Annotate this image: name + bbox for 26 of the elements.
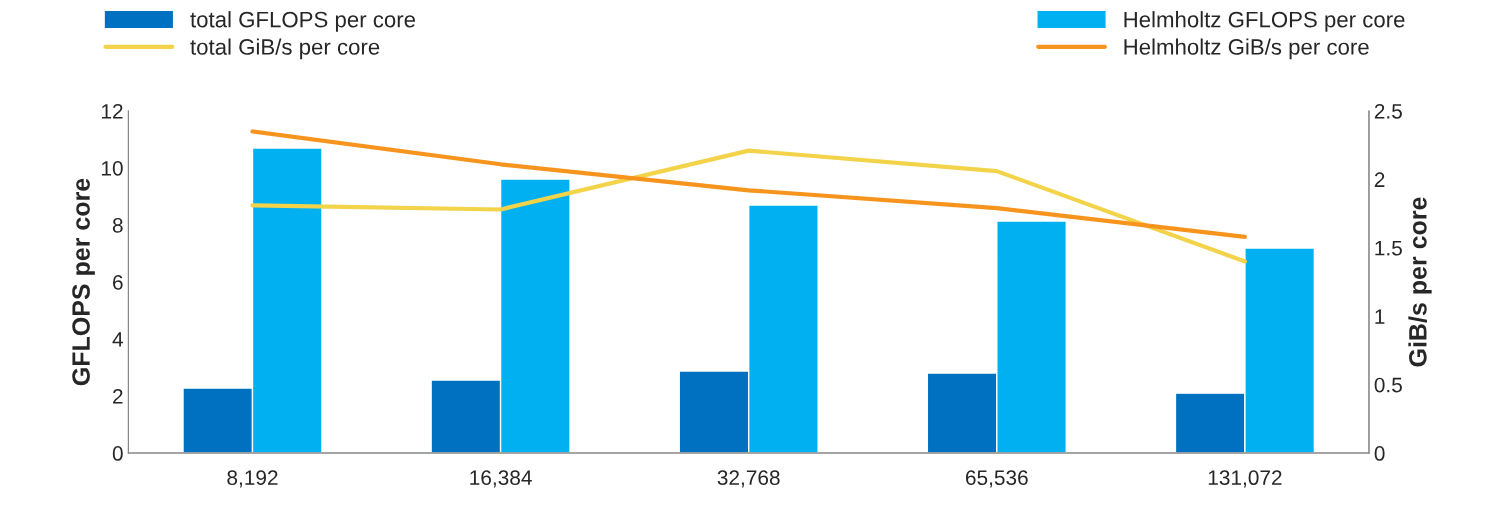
line-series bbox=[250, 148, 1247, 264]
y-tick-label: 4 bbox=[112, 332, 123, 347]
y2-tick-label: 0.5 bbox=[1374, 377, 1402, 393]
legend-label: Helmholtz GFLOPS per core bbox=[1124, 11, 1405, 32]
y2-tick-label: 2.5 bbox=[1374, 103, 1402, 119]
x-tick-label: 32,768 bbox=[717, 470, 780, 488]
y2-tick-label: 1 bbox=[1375, 309, 1385, 324]
legend-label: Helmholtz GiB/s per core bbox=[1124, 38, 1369, 60]
y-axis-title: GFLOPS per core bbox=[72, 178, 95, 386]
legend-label: total GiB/s per core bbox=[190, 38, 380, 60]
y2-tick-label: 1.5 bbox=[1375, 241, 1402, 256]
y-tick-label: 6 bbox=[113, 275, 123, 290]
x-tick-label: 65,536 bbox=[966, 470, 1028, 488]
y-tick-label: 10 bbox=[101, 160, 123, 176]
x-tick-label: 16,384 bbox=[470, 470, 532, 488]
x-tick-label: 8,192 bbox=[227, 470, 278, 488]
y2-tick-label: 2 bbox=[1374, 172, 1385, 187]
y-tick-label: 12 bbox=[101, 103, 123, 119]
y2-tick-label: 0 bbox=[1374, 446, 1385, 461]
y-tick-label: 2 bbox=[113, 389, 123, 404]
legend-label: total GFLOPS per core bbox=[190, 11, 416, 32]
x-tick-label: 131,072 bbox=[1208, 470, 1282, 488]
y-tick-label: 0 bbox=[112, 446, 123, 461]
y-tick-label: 8 bbox=[112, 217, 123, 233]
y2-axis-title: GiB/s per core bbox=[1408, 197, 1432, 367]
line-series bbox=[250, 129, 1247, 239]
